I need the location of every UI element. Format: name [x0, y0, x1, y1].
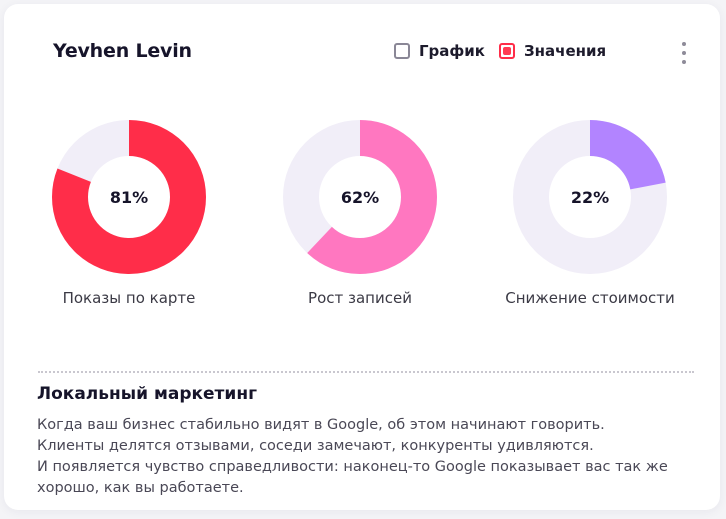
- donut-2-svg: [283, 120, 437, 274]
- donut-1-value: 81%: [109, 187, 149, 207]
- section-title: Локальный маркетинг: [37, 384, 257, 404]
- donut-3-svg: [513, 120, 667, 274]
- description-line: Когда ваш бизнес стабильно видят в Googl…: [37, 417, 605, 433]
- toggle-values-label: Значения: [524, 42, 607, 60]
- description-line: хорошо, как вы работаете.: [37, 480, 244, 496]
- chart-checkbox[interactable]: [394, 43, 410, 59]
- donut-chart-1: 81%: [52, 120, 206, 274]
- donut-1-svg: [52, 120, 206, 274]
- toggle-chart-label: График: [419, 42, 485, 60]
- donut-chart-2: 62%: [283, 120, 437, 274]
- section-description: Когда ваш бизнес стабильно видят в Googl…: [37, 415, 707, 499]
- donut-2-arc: [283, 120, 437, 274]
- donut-1-arc: [52, 120, 206, 274]
- donut-3-arc: [513, 120, 667, 274]
- stats-card: Yevhen Levin График Значения 81% Показы …: [4, 4, 720, 510]
- toggle-chart[interactable]: График: [394, 42, 485, 60]
- description-line: И появляется чувство справедливости: нак…: [37, 459, 668, 475]
- view-toggles: График Значения: [394, 42, 620, 60]
- donut-chart-3: 22%: [513, 120, 667, 274]
- section-divider: [38, 371, 694, 373]
- card-title: Yevhen Levin: [53, 40, 192, 62]
- description-line: Клиенты делятся отзывами, соседи замечаю…: [37, 438, 594, 454]
- values-checkbox[interactable]: [499, 43, 515, 59]
- donut-2-label: Рост записей: [308, 289, 412, 307]
- toggle-values[interactable]: Значения: [499, 42, 606, 60]
- donut-1-label: Показы по карте: [62, 289, 196, 307]
- donut-3-label: Снижение стоимости: [505, 289, 675, 307]
- donut-3-value: 22%: [570, 187, 610, 207]
- more-options-icon[interactable]: [680, 42, 688, 64]
- donut-2-value: 62%: [340, 187, 380, 207]
